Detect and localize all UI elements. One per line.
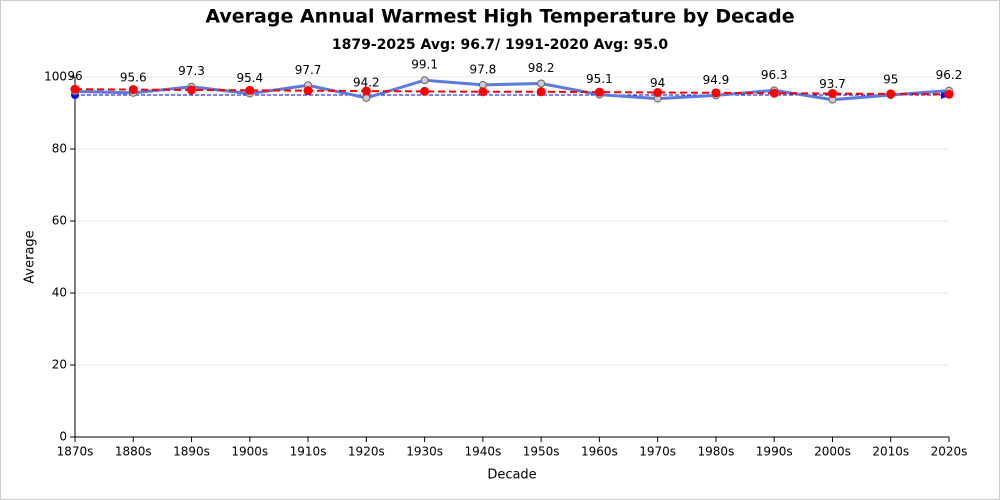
x-tick-label: 1880s xyxy=(115,445,152,459)
data-label: 94 xyxy=(650,76,665,90)
y-axis-label: Average xyxy=(23,230,38,283)
point xyxy=(769,88,779,98)
data-label: 95.6 xyxy=(120,70,147,84)
data-label: 94.9 xyxy=(703,73,730,87)
y-tick-label: 20 xyxy=(52,358,67,372)
point xyxy=(944,89,954,99)
point xyxy=(886,89,896,99)
x-tick-label: 1920s xyxy=(348,445,385,459)
point xyxy=(303,86,313,96)
x-tick-label: 1960s xyxy=(581,445,618,459)
x-tick-label: 1900s xyxy=(231,445,268,459)
series-line xyxy=(74,88,950,96)
data-label: 95 xyxy=(883,73,898,87)
point xyxy=(536,87,546,97)
data-label: 95.1 xyxy=(586,72,613,86)
data-label: 98.2 xyxy=(528,61,555,75)
data-label: 97.7 xyxy=(295,63,322,77)
point xyxy=(420,86,430,96)
y-tick-label: 0 xyxy=(59,430,67,444)
x-tick-label: 1890s xyxy=(173,445,210,459)
chart-subtitle: 1879-2025 Avg: 96.7/ 1991-2020 Avg: 95.0 xyxy=(332,37,668,53)
x-axis-label: Decade xyxy=(487,468,536,483)
data-label: 94.2 xyxy=(353,75,380,89)
point xyxy=(711,88,721,98)
x-tick-label: 1910s xyxy=(290,445,327,459)
point xyxy=(128,85,138,95)
data-label: 97.3 xyxy=(178,64,205,78)
x-tick-label: 1940s xyxy=(464,445,501,459)
point xyxy=(187,85,197,95)
point xyxy=(361,86,371,96)
data-label: 96 xyxy=(67,69,82,83)
point xyxy=(653,87,663,97)
x-tick-label: 1990s xyxy=(756,445,793,459)
point xyxy=(70,84,80,94)
x-tick-label: 1930s xyxy=(406,445,443,459)
point xyxy=(420,76,429,85)
point xyxy=(537,79,546,88)
y-tick-label: 60 xyxy=(52,214,67,228)
point xyxy=(594,87,604,97)
y-tick-label: 80 xyxy=(52,142,67,156)
data-label: 95.4 xyxy=(236,71,263,85)
point xyxy=(245,85,255,95)
data-label: 93.7 xyxy=(819,77,846,91)
x-tick-label: 2020s xyxy=(931,445,968,459)
data-label: 97.8 xyxy=(470,62,497,76)
x-tick-label: 2010s xyxy=(872,445,909,459)
x-tick-label: 1980s xyxy=(698,445,735,459)
data-label: 96.3 xyxy=(761,68,788,82)
x-tick-label: 1970s xyxy=(639,445,676,459)
x-tick-label: 1870s xyxy=(57,445,94,459)
x-tick-label: 2000s xyxy=(814,445,851,459)
point xyxy=(827,89,837,99)
y-tick-label: 100 xyxy=(44,70,67,84)
y-tick-label: 40 xyxy=(52,286,67,300)
data-label: 96.2 xyxy=(936,68,963,82)
chart-title: Average Annual Warmest High Temperature … xyxy=(205,6,794,28)
x-tick-label: 1950s xyxy=(523,445,560,459)
point xyxy=(478,87,488,97)
data-label: 99.1 xyxy=(411,58,438,72)
